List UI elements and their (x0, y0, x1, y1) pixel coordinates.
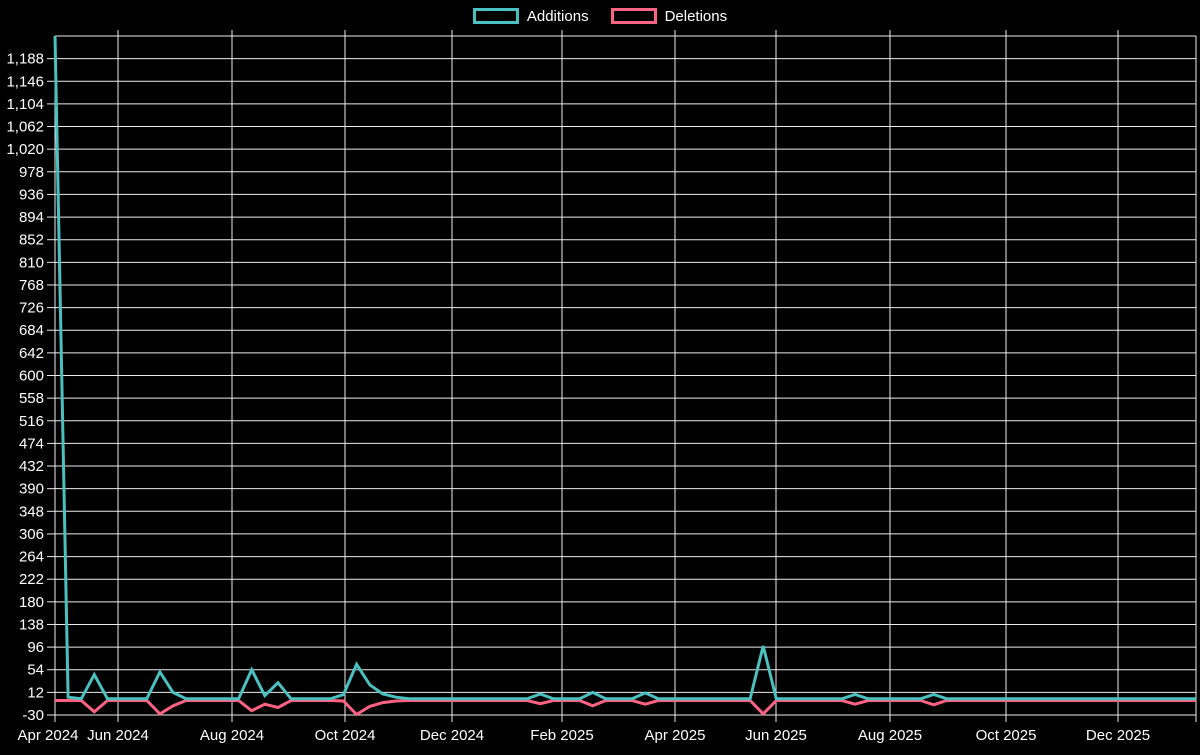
y-axis-tick-label: 432 (19, 458, 44, 475)
y-axis-tick-label: 138 (19, 616, 44, 633)
y-axis-tick-label: 810 (19, 254, 44, 271)
additions-legend-label: Additions (526, 7, 589, 25)
y-axis-tick-label: 222 (19, 571, 44, 588)
y-axis-tick-label: 180 (19, 594, 44, 611)
y-axis-tick-label: 1,188 (6, 51, 44, 68)
y-axis-tick-label: 684 (19, 322, 44, 339)
y-axis-tick-label: 978 (19, 164, 44, 181)
y-axis-tick-label: 348 (19, 503, 44, 520)
x-axis-tick-label: Apr 2024 (18, 727, 79, 744)
x-axis-tick-label: Feb 2025 (530, 727, 593, 744)
x-axis-tick-label: Aug 2025 (858, 727, 922, 744)
legend-item-deletions[interactable]: Deletions (610, 7, 728, 25)
y-axis-tick-label: 894 (19, 209, 44, 226)
y-axis-tick-label: 726 (19, 300, 44, 317)
x-axis-tick-label: Jun 2025 (745, 727, 807, 744)
y-axis-tick-label: 1,062 (6, 119, 44, 136)
legend-item-additions[interactable]: Additions (472, 7, 589, 25)
y-axis-tick-label: 642 (19, 345, 44, 362)
y-axis-tick-label: 474 (19, 435, 44, 452)
x-axis-tick-label: Dec 2025 (1086, 727, 1150, 744)
y-axis-tick-label: -30 (22, 707, 44, 724)
chart-legend: Additions Deletions (0, 8, 1200, 24)
x-axis-tick-label: Oct 2025 (976, 727, 1037, 744)
y-axis-tick-label: 558 (19, 390, 44, 407)
y-axis-tick-label: 1,104 (6, 96, 44, 113)
x-axis-tick-label: Oct 2024 (315, 727, 376, 744)
y-axis-tick-label: 1,146 (6, 73, 44, 90)
y-axis-tick-label: 96 (27, 639, 44, 656)
x-axis-tick-label: Dec 2024 (420, 727, 484, 744)
y-axis-tick-label: 306 (19, 526, 44, 543)
y-axis-tick-label: 600 (19, 368, 44, 385)
y-axis-tick-label: 516 (19, 413, 44, 430)
y-axis-tick-label: 936 (19, 186, 44, 203)
y-axis-tick-label: 852 (19, 232, 44, 249)
y-axis-tick-label: 54 (27, 662, 44, 679)
additions-line (53, 35, 1196, 701)
additions-legend-swatch (472, 8, 519, 24)
y-axis-tick-label: 264 (19, 549, 44, 566)
y-axis-tick-label: 1,020 (6, 141, 44, 158)
x-axis-tick-label: Jun 2024 (87, 727, 149, 744)
x-axis-tick-label: Apr 2025 (645, 727, 706, 744)
y-axis-tick-label: 12 (27, 684, 44, 701)
deletions-legend-swatch (610, 8, 657, 24)
deletions-line (55, 699, 1196, 717)
x-axis-tick-label: Aug 2024 (200, 727, 264, 744)
deletions-legend-label: Deletions (664, 7, 728, 25)
y-axis-tick-label: 768 (19, 277, 44, 294)
y-axis-tick-label: 390 (19, 481, 44, 498)
